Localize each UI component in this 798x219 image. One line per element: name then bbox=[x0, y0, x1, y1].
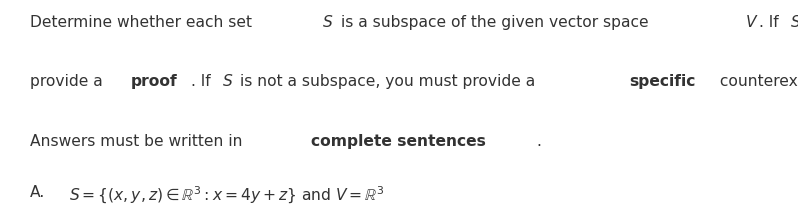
Text: S: S bbox=[791, 15, 798, 30]
Text: is not a subspace, you must provide a: is not a subspace, you must provide a bbox=[235, 74, 540, 89]
Text: V: V bbox=[745, 15, 757, 30]
Text: . If: . If bbox=[191, 74, 215, 89]
Text: Answers must be written in: Answers must be written in bbox=[30, 134, 247, 148]
Text: . If: . If bbox=[759, 15, 784, 30]
Text: provide a: provide a bbox=[30, 74, 108, 89]
Text: A.: A. bbox=[30, 185, 45, 200]
Text: Determine whether each set: Determine whether each set bbox=[30, 15, 257, 30]
Text: S: S bbox=[323, 15, 333, 30]
Text: $S = \{(x, y, z) \in \mathbb{R}^3 : x = 4y + z\}\text{ and }V = \mathbb{R}^3$: $S = \{(x, y, z) \in \mathbb{R}^3 : x = … bbox=[69, 185, 384, 206]
Text: .: . bbox=[536, 134, 541, 148]
Text: complete sentences: complete sentences bbox=[310, 134, 486, 148]
Text: counterexample.: counterexample. bbox=[715, 74, 798, 89]
Text: S: S bbox=[223, 74, 232, 89]
Text: is a subspace of the given vector space: is a subspace of the given vector space bbox=[336, 15, 654, 30]
Text: specific: specific bbox=[629, 74, 695, 89]
Text: proof: proof bbox=[131, 74, 177, 89]
